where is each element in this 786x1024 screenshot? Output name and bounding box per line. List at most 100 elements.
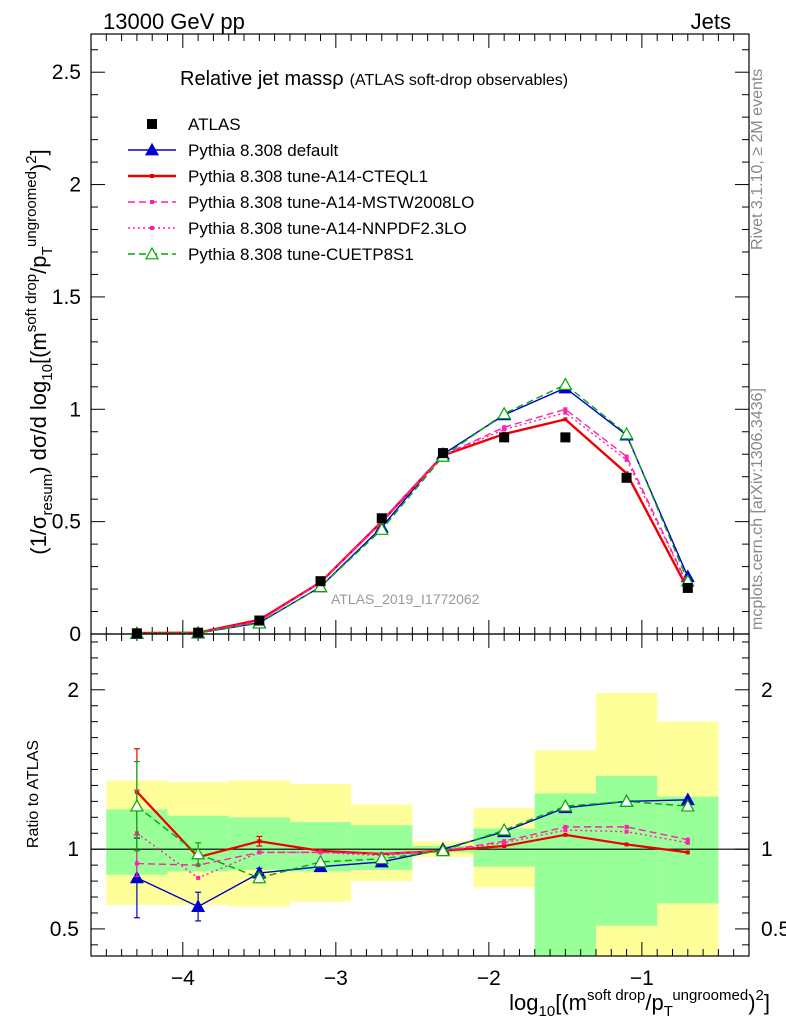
y-tick-label: 0.5 [52,511,81,534]
main-series-point [563,407,568,412]
ratio-series-point [313,854,328,868]
ratio-tick-label-right: 0.5 [761,918,786,941]
ratio-tick-label-left: 1 [67,838,79,861]
ratio-tick-label-left: 0.5 [50,918,79,941]
legend-label: Pythia 8.308 default [188,141,339,160]
main-series-line [136,408,689,635]
main-series-line [136,418,689,635]
legend-marker [144,142,160,156]
ratio-series-point [497,822,512,836]
ratio-y-axis-label: Ratio to ATLAS [25,740,42,848]
ratio-series-point [680,798,695,812]
ratio-series-point [563,824,568,829]
main-series-point [497,406,512,420]
x-tick-label: −3 [324,967,348,990]
analysis-id: ATLAS_2019_I1772062 [331,591,480,607]
ratio-tick-label-right: 1 [761,838,773,861]
legend-label: Pythia 8.308 tune-A14-NNPDF2.3LO [188,219,467,238]
ratio-series-line [136,826,688,866]
legend-label: Pythia 8.308 tune-A14-MSTW2008LO [188,193,474,212]
main-series-point [502,425,507,430]
ratio-series-point [252,870,267,884]
data-point [621,472,632,483]
ratio-series-point [196,875,201,880]
ratio-series-point [624,824,629,829]
main-series-point [624,457,629,462]
ratio-series-point [685,840,690,845]
plot-title: Relative jet massρ (ATLAS soft-drop obser… [180,68,568,90]
y-tick-label: 2 [69,174,81,197]
x-axis-label: log10[(msoft drop/pTungroomed)2] [509,987,770,1020]
ratio-series-point [502,844,507,849]
ratio-series-point [129,870,144,884]
y-tick-label: 1 [69,398,81,421]
ratio-series-point [435,843,450,857]
legend-marker [144,246,160,260]
ratio-series-point [257,850,262,855]
rivet-version-label: Rivet 3.1.10, ≥ 2M events [749,69,766,250]
data-point [376,513,387,524]
main-y-axis-label: (1/σresum) dσ/d log10[(msoft drop/pTungr… [23,149,56,555]
x-tick-label: −1 [630,967,654,990]
legend: ATLAS Pythia 8.308 default Pythia 8.308 tu… [128,115,474,264]
ratio-frame [90,633,750,957]
ratio-series-line [136,800,688,879]
main-series-point [563,410,568,415]
ratio-series-point [619,794,634,807]
uncertainty-band-inner [534,793,596,956]
legend-marker [150,174,154,178]
ratio-series-point [191,846,206,860]
ratio-series-point [624,829,629,834]
ratio-series-point [558,798,573,812]
legend-marker [150,226,154,230]
main-series-line [136,411,689,635]
ratio-series-point [685,850,690,855]
data-point [131,628,142,639]
y-tick-label: 0 [69,623,81,646]
main-series-point [619,426,634,440]
ratio-series-point [624,842,629,847]
process-label: Jets [691,9,731,34]
ratio-series-point [374,851,389,865]
ratio-series-point [563,828,568,833]
main-series-point [313,579,328,593]
ratio-series-line [136,799,688,908]
ratio-series-point [502,840,507,845]
x-tick-label: −4 [171,967,195,990]
ratio-series-point [685,837,690,842]
legend-marker [147,119,157,129]
x-tick-label: −2 [477,967,501,990]
main-series-point [502,427,507,432]
main-series-point [624,454,629,459]
main-plot-panel: 0 0.5 1 1.5 2 2.5 [52,33,750,648]
ratio-series-point [257,839,262,844]
ratio-series-line [136,829,688,879]
data-point [254,615,265,626]
collision-label: 13000 GeV pp [103,9,245,34]
ratio-series-point [563,832,568,837]
ratio-series-point [191,899,206,912]
main-series-line [136,383,689,635]
main-series-point [374,522,389,535]
legend-label: Pythia 8.308 tune-CUETP8S1 [188,245,414,264]
data-point [682,582,693,593]
data-point [193,627,204,638]
y-tick-label: 1.5 [52,286,81,309]
data-point [560,432,571,443]
data-point [437,448,448,459]
ratio-series-point [129,798,144,812]
data-point [499,432,510,443]
ratio-series-point [318,850,323,855]
data-point [315,576,326,587]
legend-marker [150,200,154,204]
mcplots-label: mcplots.cern.ch [arXiv:1306.3436] [749,388,766,630]
main-series-point [558,377,573,390]
ratio-tick-label-left: 2 [67,679,79,702]
ratio-plot-panel: −4 −3 −2 −1 0.5 0.5 1 1 2 2 [50,633,786,990]
y-tick-label: 2.5 [52,61,81,84]
ratio-tick-label-right: 2 [761,679,773,702]
legend-label: ATLAS [188,115,241,134]
legend-label: Pythia 8.308 tune-A14-CTEQL1 [188,167,428,186]
main-series-point [563,417,568,422]
